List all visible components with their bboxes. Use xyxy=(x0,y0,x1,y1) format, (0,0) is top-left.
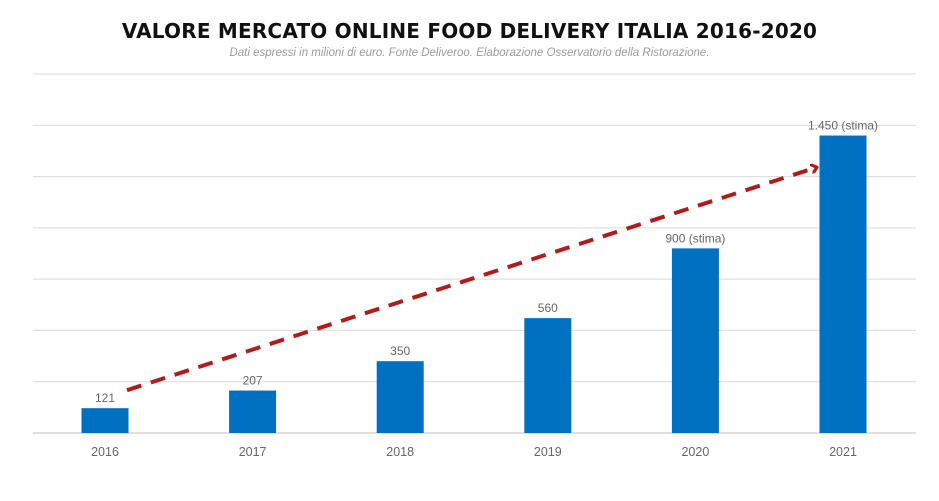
data-label-2020: 900 (stima) xyxy=(665,231,725,245)
data-label-2019: 560 xyxy=(538,301,558,315)
bar-2018 xyxy=(376,361,424,433)
chart-title: VALORE MERCATO ONLINE FOOD DELIVERY ITAL… xyxy=(121,19,818,43)
bar-2016 xyxy=(81,408,129,433)
data-label-2018: 350 xyxy=(390,344,410,358)
trend-arrow-layer xyxy=(126,168,816,393)
x-tick-2016: 2016 xyxy=(91,445,119,459)
bars xyxy=(81,135,867,434)
data-label-2017: 207 xyxy=(243,374,263,388)
bar-2019 xyxy=(524,318,572,433)
x-tick-2020: 2020 xyxy=(681,445,709,459)
x-tick-2019: 2019 xyxy=(534,445,562,459)
x-tick-2021: 2021 xyxy=(829,445,857,459)
chart-subtitle: Dati espressi in milioni di euro. Fonte … xyxy=(229,47,710,59)
x-tick-2018: 2018 xyxy=(386,445,414,459)
data-label-2016: 121 xyxy=(95,391,115,405)
bar-2020 xyxy=(671,248,719,433)
grid-lines xyxy=(33,73,916,434)
x-tick-2017: 2017 xyxy=(239,445,267,459)
trend-arrow xyxy=(126,168,816,393)
data-label-2021: 1.450 (stima) xyxy=(808,119,878,133)
bar-2017 xyxy=(229,390,277,433)
data-labels: 121 207 350 560 900 (stima) 1.450 (stima) xyxy=(95,119,878,406)
bar-2021 xyxy=(819,135,867,434)
x-axis-ticks: 2016 2017 2018 2019 2020 2021 xyxy=(91,445,857,459)
